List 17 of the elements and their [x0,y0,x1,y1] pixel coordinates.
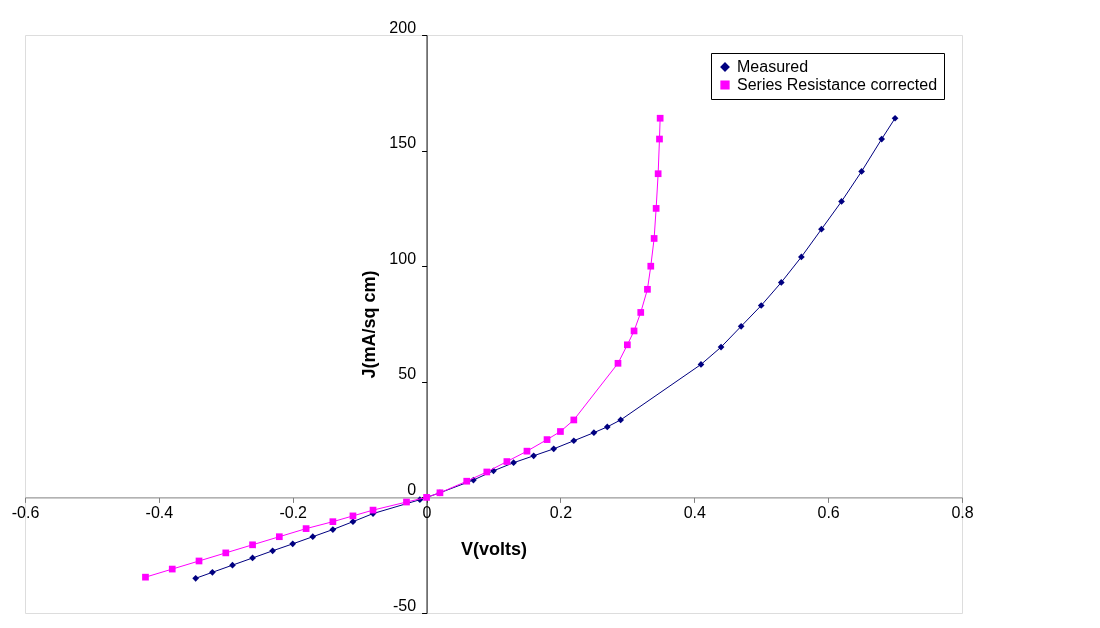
legend-label: Measured [737,58,809,75]
y-tick-label: 200 [389,18,417,36]
y-tick-label: 150 [389,134,417,152]
legend-label: Series Resistance corrected [737,76,938,93]
y-tick-label: -50 [392,596,417,614]
x-tick-label: -0.2 [279,503,308,521]
x-tick-label: 0.6 [817,503,840,521]
x-tick-label: 0.4 [683,503,706,521]
y-tick-label: 100 [389,249,417,267]
x-tick-label: 0.8 [951,503,974,521]
y-axis-title: J(mA/sq cm) [359,270,380,379]
x-tick-label: -0.4 [145,503,174,521]
y-tick-label: 50 [398,365,417,383]
x-tick-label: -0.6 [11,503,40,521]
x-tick-label: 0.2 [549,503,573,521]
y-tick-label: 0 [407,480,417,498]
x-axis-title: V(volts) [460,538,528,559]
